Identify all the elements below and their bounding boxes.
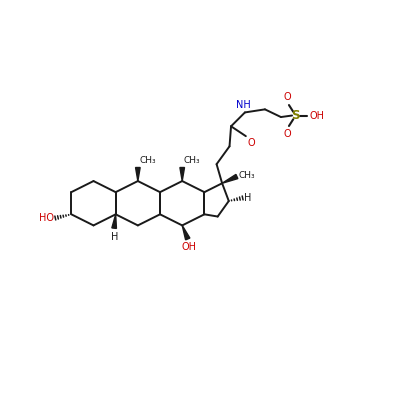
- Text: H: H: [111, 232, 118, 242]
- Polygon shape: [180, 168, 184, 181]
- Text: CH₃: CH₃: [184, 156, 200, 165]
- Text: NH: NH: [236, 100, 251, 110]
- Polygon shape: [136, 168, 140, 181]
- Text: OH: OH: [182, 242, 196, 252]
- Text: HO: HO: [39, 213, 54, 223]
- Polygon shape: [182, 226, 190, 240]
- Text: OH: OH: [309, 110, 324, 120]
- Text: CH₃: CH₃: [238, 171, 255, 180]
- Polygon shape: [112, 214, 116, 228]
- Text: O: O: [284, 92, 292, 102]
- Text: S: S: [292, 109, 300, 122]
- Polygon shape: [222, 174, 238, 183]
- Text: CH₃: CH₃: [139, 156, 156, 165]
- Text: O: O: [247, 138, 255, 148]
- Text: H: H: [244, 193, 252, 203]
- Text: O: O: [284, 129, 292, 139]
